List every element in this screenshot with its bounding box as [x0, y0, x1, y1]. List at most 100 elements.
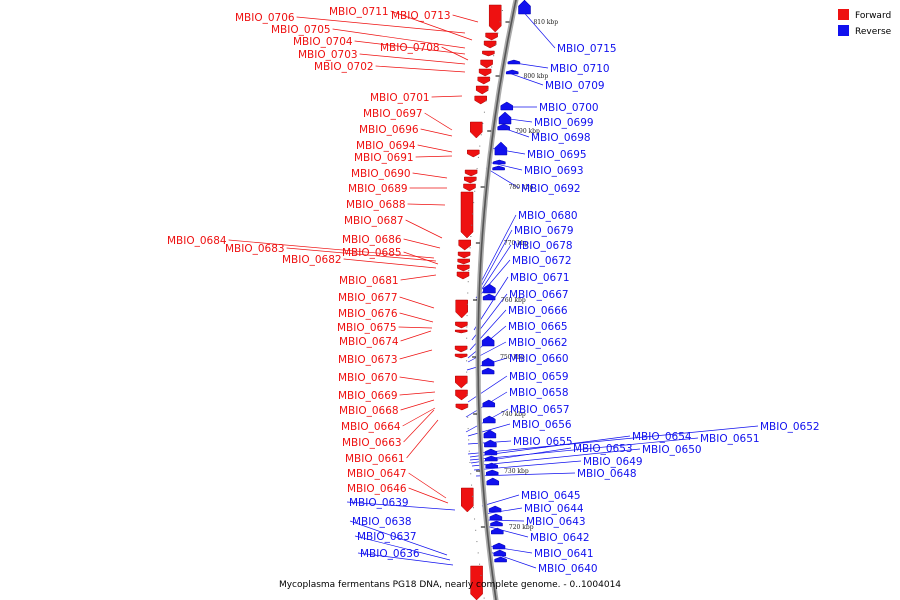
forward-gene [474, 95, 487, 105]
tick-label: 790 kbp [515, 128, 540, 135]
minor-tick [472, 507, 474, 509]
reverse-gene [482, 293, 496, 301]
forward-gene-label: MBIO_0690 [351, 168, 411, 180]
leader-line [470, 447, 572, 464]
minor-tick [475, 179, 477, 181]
label-layer: MBIO_0706 MBIO_0711 MBIO_0713MBIO_0705MBIO… [167, 6, 820, 575]
minor-tick [493, 55, 495, 57]
minor-tick [468, 450, 470, 452]
leader-line [408, 472, 447, 499]
reverse-gene-label: MBIO_0666 [508, 305, 568, 317]
reverse-gene-label: MBIO_0692 [521, 183, 581, 195]
forward-gene [482, 50, 495, 57]
reverse-gene [490, 520, 503, 527]
leader-line [399, 349, 433, 360]
forward-gene [480, 59, 493, 69]
minor-tick [471, 484, 473, 486]
forward-gene-label: MBIO_0677 [338, 292, 398, 304]
reverse-gene-label: MBIO_0693 [524, 165, 584, 177]
leader-line [354, 535, 451, 561]
leader-line [431, 95, 463, 98]
minor-tick [468, 258, 470, 260]
leader-line [485, 525, 529, 538]
reverse-gene-label: MBIO_0699 [534, 117, 594, 129]
forward-gene-label: MBIO_0664 [341, 421, 401, 433]
leader-line [469, 437, 699, 461]
reverse-gene-label: MBIO_0654 [632, 431, 692, 443]
leader-line [346, 501, 456, 511]
minor-tick [469, 247, 471, 249]
forward-gene-label: MBIO_0685 [342, 247, 402, 259]
forward-gene-label: MBIO_0697 [363, 108, 423, 120]
leader-line [407, 203, 446, 206]
leader-line [390, 10, 473, 41]
minor-tick [474, 518, 476, 520]
reverse-gene-label: MBIO_0657 [510, 404, 570, 416]
forward-gene-label: MBIO_0687 [344, 215, 404, 227]
minor-tick [483, 111, 485, 113]
reverse-gene [489, 513, 503, 521]
forward-gene [488, 4, 502, 33]
reverse-gene-label: MBIO_0637 [357, 531, 417, 543]
forward-gene-label: MBIO_0711 [329, 6, 389, 18]
forward-gene-label: MBIO_0705 [271, 24, 331, 36]
reverse-gene-label: MBIO_0642 [530, 532, 590, 544]
forward-gene [483, 40, 497, 49]
reverse-gene-label: MBIO_0656 [512, 419, 572, 431]
reverse-gene-label: MBIO_0695 [527, 149, 587, 161]
reverse-gene-label: MBIO_0644 [524, 503, 584, 515]
forward-gene-label: MBIO_0701 [370, 92, 430, 104]
reverse-gene [485, 469, 499, 476]
leader-line [400, 274, 437, 281]
forward-gene-label: MBIO_0704 [293, 36, 353, 48]
reverse-gene-label: MBIO_0638 [352, 516, 412, 528]
forward-gene-label: MBIO_0647 [347, 468, 407, 480]
leader-line [343, 258, 437, 269]
reverse-gene-label: MBIO_0671 [510, 272, 570, 284]
minor-tick [482, 123, 484, 124]
reverse-gene-label: MBIO_0710 [550, 63, 610, 75]
reverse-gene [492, 165, 505, 171]
minor-tick [480, 575, 482, 576]
forward-gene-label: MBIO_0702 [314, 61, 374, 73]
minor-tick [479, 563, 481, 565]
forward-gene-label: MBIO_0673 [338, 354, 398, 366]
leader-line [467, 425, 759, 455]
leader-line [403, 251, 439, 265]
leader-line [399, 391, 436, 396]
leader-line [403, 238, 441, 249]
tick-label: 720 kbp [509, 524, 534, 531]
minor-tick [467, 416, 469, 418]
minor-tick [473, 202, 475, 204]
tick-label: 810 kbp [533, 19, 558, 26]
forward-gene-label: MBIO_0674 [339, 336, 399, 348]
leader-line [501, 117, 533, 123]
minor-tick [466, 394, 468, 396]
forward-gene-label: MBIO_0668 [339, 405, 399, 417]
forward-gene-label: MBIO_0689 [348, 183, 408, 195]
forward-gene-label: MBIO_0669 [338, 390, 398, 402]
leader-line [424, 112, 453, 131]
minor-tick [469, 462, 471, 463]
reverse-gene-label: MBIO_0643 [526, 516, 586, 528]
leader-line [399, 376, 435, 383]
minor-tick [477, 156, 479, 158]
reverse-gene [481, 367, 495, 375]
minor-tick [466, 382, 468, 384]
leader-line [402, 407, 436, 427]
reverse-gene-label: MBIO_0680 [518, 210, 578, 222]
forward-gene [464, 176, 477, 184]
minor-tick [472, 213, 474, 215]
backbone [475, 0, 519, 600]
reverse-gene [518, 0, 531, 15]
feature-layer [454, 0, 531, 600]
forward-gene-label: MBIO_0688 [346, 199, 406, 211]
minor-tick [466, 405, 468, 407]
forward-gene [455, 299, 468, 319]
leader-line [415, 155, 453, 158]
backbone-line [477, 0, 517, 600]
reverse-gene-label: MBIO_0698 [531, 132, 591, 144]
reverse-gene-label: MBIO_0679 [514, 225, 574, 237]
legend-label-reverse: Reverse [855, 27, 892, 37]
